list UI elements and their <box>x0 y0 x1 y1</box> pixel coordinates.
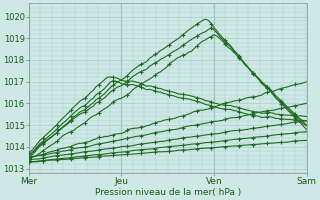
X-axis label: Pression niveau de la mer( hPa ): Pression niveau de la mer( hPa ) <box>94 188 241 197</box>
